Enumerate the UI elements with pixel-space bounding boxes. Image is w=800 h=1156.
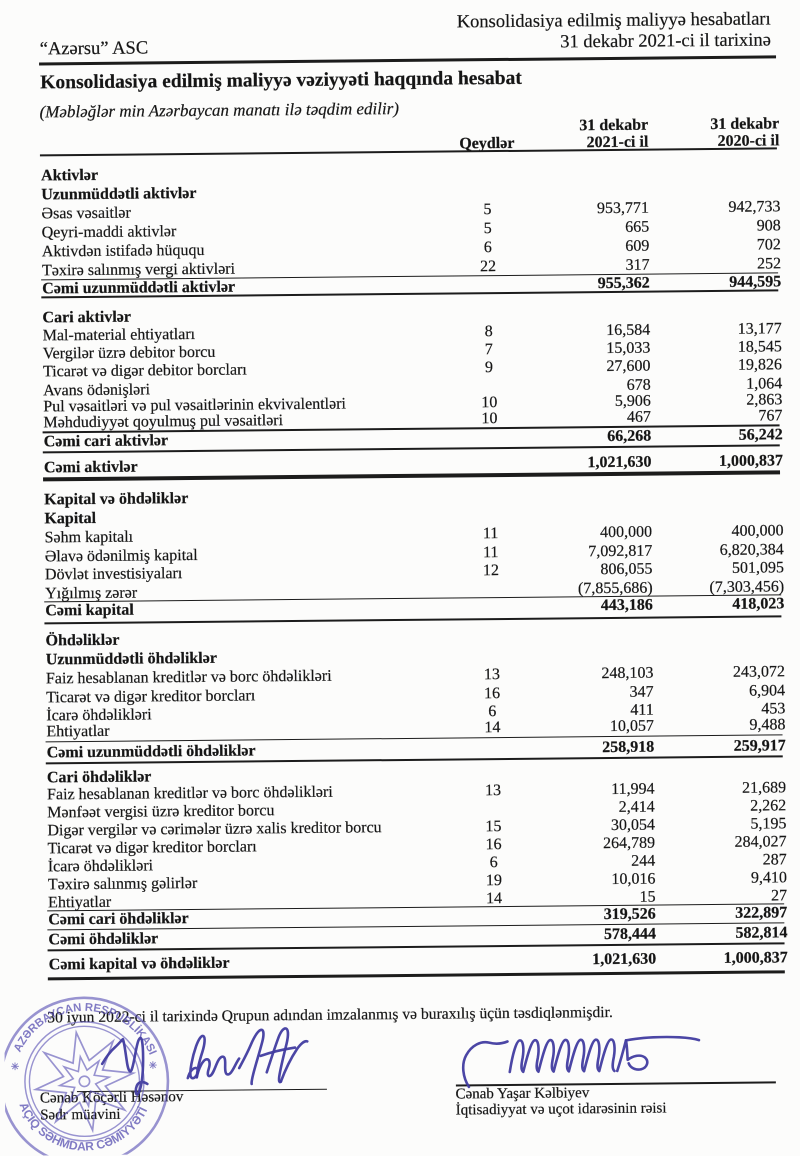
svg-text:✳: ✳: [149, 1061, 158, 1072]
svg-text:✳: ✳: [11, 1062, 20, 1073]
